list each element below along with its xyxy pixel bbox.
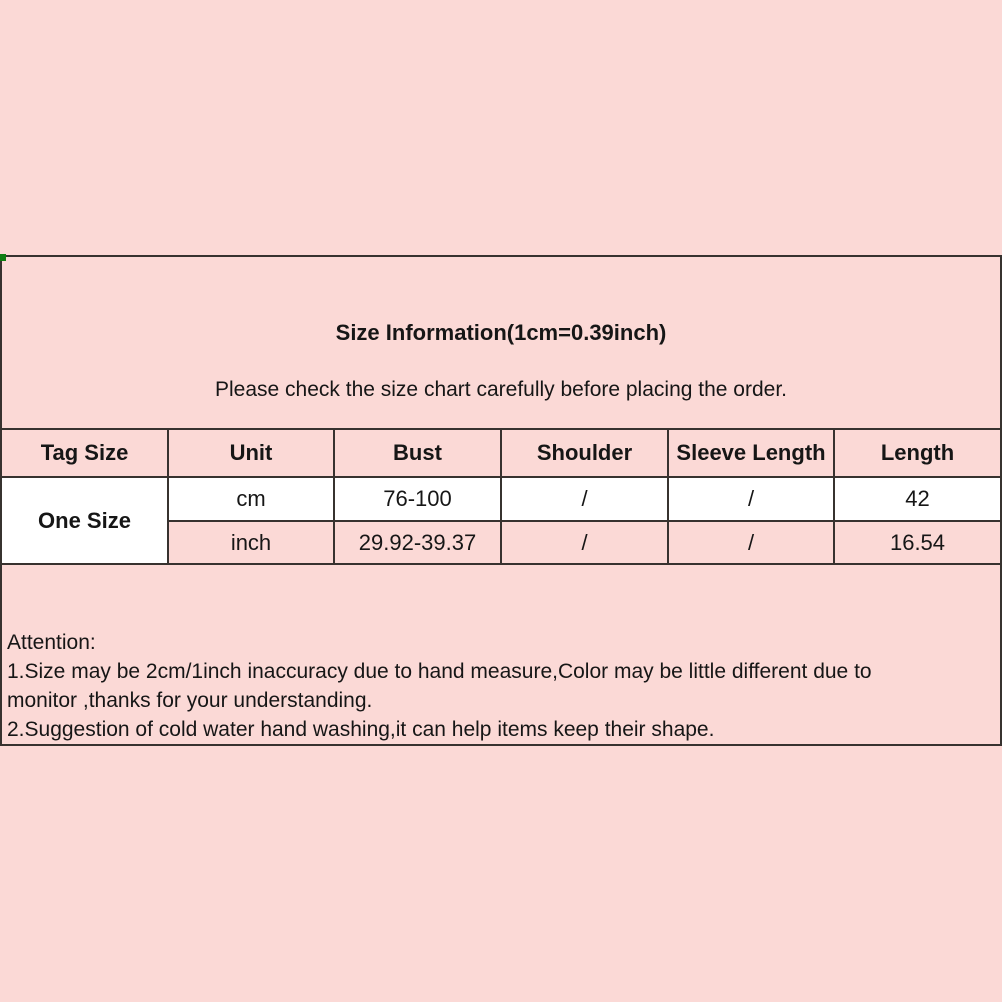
cm-unit-cell: cm: [167, 476, 335, 522]
inch-bust-cell: 29.92-39.37: [333, 520, 502, 565]
cm-shoulder-cell: /: [500, 476, 669, 522]
inch-length-cell: 16.54: [833, 520, 1002, 565]
inch-shoulder-cell: /: [500, 520, 669, 565]
size-table-row-inch: inch 29.92-39.37 / / 16.54: [1, 520, 1002, 565]
header-cell-length: Length: [833, 428, 1002, 478]
size-info-subtitle: Please check the size chart carefully be…: [215, 378, 787, 401]
size-table-row-cm: One Size cm 76-100 / / 42: [0, 476, 1002, 565]
inch-sleeve-length-cell: /: [667, 520, 835, 565]
header-cell-shoulder: Shoulder: [500, 428, 669, 478]
size-table: Tag Size Unit Bust Shoulder Sleeve Lengt…: [0, 428, 1002, 565]
cm-length-cell: 42: [833, 476, 1002, 522]
cm-bust-cell: 76-100: [333, 476, 502, 522]
attention-heading: Attention:: [7, 631, 96, 654]
size-table-header-row: Tag Size Unit Bust Shoulder Sleeve Lengt…: [0, 428, 1002, 478]
cm-sleeve-length-cell: /: [667, 476, 835, 522]
tag-size-cell: One Size: [0, 476, 169, 565]
attention-line-1: 1.Size may be 2cm/1inch inaccuracy due t…: [7, 660, 872, 683]
inch-unit-cell: inch: [167, 520, 335, 565]
attention-line-3: 2.Suggestion of cold water hand washing,…: [7, 718, 715, 741]
header-cell-bust: Bust: [333, 428, 502, 478]
header-cell-tag-size: Tag Size: [0, 428, 169, 478]
header-cell-sleeve-length: Sleeve Length: [667, 428, 835, 478]
header-cell-unit: Unit: [167, 428, 335, 478]
corner-artifact-green: [0, 254, 6, 261]
attention-line-2: monitor ,thanks for your understanding.: [7, 689, 373, 712]
size-info-title: Size Information(1cm=0.39inch): [335, 320, 667, 345]
attention-block: Attention: 1.Size may be 2cm/1inch inacc…: [7, 628, 992, 744]
